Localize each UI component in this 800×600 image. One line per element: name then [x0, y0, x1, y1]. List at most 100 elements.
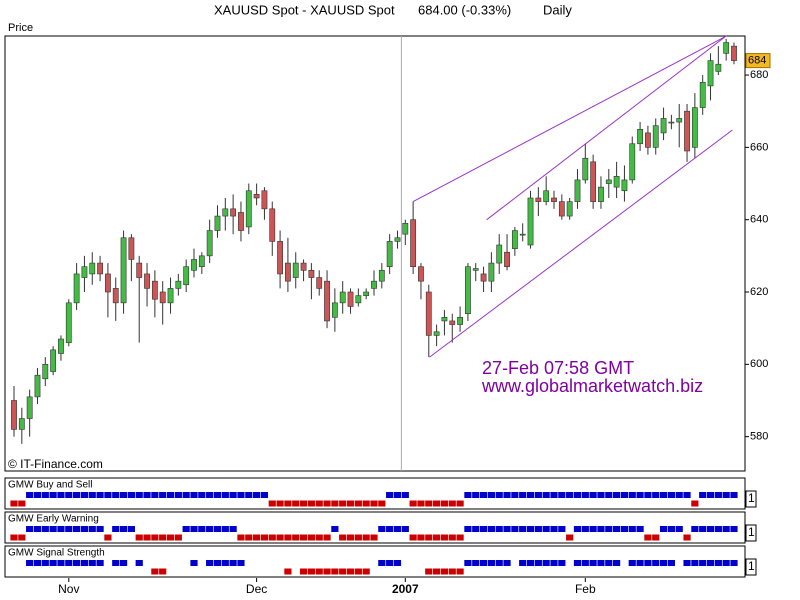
x-tick-label: Feb: [575, 582, 596, 596]
signal-block: [534, 526, 542, 532]
candle-body: [660, 118, 667, 134]
plot-frame: [4, 35, 746, 472]
signal-block: [542, 492, 550, 498]
signal-block: [362, 568, 370, 575]
signal-block: [127, 492, 135, 498]
signal-block: [198, 492, 206, 498]
signal-block: [307, 534, 315, 541]
last-price-label: 684: [748, 54, 766, 66]
signal-block: [456, 568, 464, 575]
signal-block: [472, 492, 480, 498]
signal-block: [370, 500, 378, 507]
signal-block: [456, 500, 464, 507]
y-tick-label: 600: [750, 358, 768, 370]
signal-block: [526, 526, 535, 532]
candle-body: [238, 212, 244, 231]
signal-block: [589, 492, 597, 498]
candle-body: [285, 262, 291, 282]
candle-body: [465, 266, 471, 315]
candle-body: [378, 270, 385, 282]
y-tick-label: 680: [750, 69, 768, 81]
candle-body: [668, 121, 675, 124]
signal-block: [581, 492, 589, 498]
candle-body: [34, 374, 41, 398]
signal-block: [722, 560, 730, 566]
candle-body: [441, 317, 448, 322]
signal-block: [119, 526, 128, 532]
signal-block: [573, 492, 582, 498]
signal-block: [346, 568, 355, 575]
signal-block: [503, 492, 511, 498]
signal-block: [706, 492, 715, 498]
signal-block: [260, 534, 269, 541]
signal-block: [464, 492, 472, 498]
signal-block: [18, 534, 26, 541]
signal-block: [354, 500, 362, 507]
candle-body: [331, 302, 338, 318]
candle-body: [371, 280, 377, 289]
signal-block: [558, 526, 566, 532]
candle-body: [11, 400, 17, 430]
candle-body: [731, 45, 737, 61]
y-axis-label: Price: [8, 22, 33, 34]
signal-block: [495, 560, 503, 566]
signal-block: [644, 534, 652, 541]
signal-block: [495, 526, 503, 532]
signal-block: [683, 492, 691, 498]
signal-block: [237, 492, 245, 498]
candle-body: [308, 270, 315, 278]
candle-body: [715, 63, 722, 72]
signal-block: [119, 560, 128, 566]
signal-block: [57, 492, 65, 498]
signal-block: [511, 492, 519, 498]
signal-block: [659, 526, 668, 532]
y-tick-box: [745, 558, 757, 576]
signal-block: [699, 492, 707, 498]
candle-body: [269, 208, 276, 242]
candle-body: [324, 280, 330, 322]
signal-block: [581, 560, 589, 566]
y-tick-label: 660: [750, 141, 768, 153]
signal-block: [299, 568, 308, 575]
candle-body: [707, 60, 714, 87]
signal-block: [362, 534, 370, 541]
signal-block: [57, 560, 65, 566]
signal-block: [730, 492, 738, 498]
signal-block: [644, 560, 652, 566]
signal-block: [213, 560, 222, 566]
signal-block: [229, 492, 237, 498]
candle-body: [723, 42, 730, 54]
signal-block: [613, 492, 621, 498]
signal-block: [159, 492, 167, 498]
signal-block: [26, 560, 34, 566]
signal-block: [378, 526, 386, 532]
candle-body: [339, 291, 346, 304]
trendline: [412, 34, 728, 203]
signal-block: [26, 526, 34, 532]
candle-body: [42, 364, 49, 380]
signal-block: [440, 534, 449, 541]
signal-block: [49, 526, 57, 532]
candle-body: [81, 266, 88, 278]
signal-block: [542, 526, 550, 532]
candle-body: [488, 262, 495, 282]
x-tick-label: Dec: [246, 582, 267, 596]
signal-block: [182, 526, 190, 532]
candle-body: [472, 268, 479, 271]
signal-block: [386, 492, 394, 498]
signal-block: [206, 526, 214, 532]
signal-block: [456, 534, 464, 541]
signal-block: [253, 534, 261, 541]
signal-block: [652, 534, 660, 541]
candle-body: [151, 280, 158, 300]
signal-block: [636, 526, 644, 532]
signal-block: [284, 534, 292, 541]
candle-body: [480, 273, 487, 282]
quote: 684.00 (-0.33%): [418, 2, 511, 17]
signal-block: [534, 492, 542, 498]
candle-body: [198, 255, 205, 267]
signal-block: [96, 526, 104, 532]
signal-block: [245, 534, 253, 541]
signal-block: [331, 526, 339, 532]
